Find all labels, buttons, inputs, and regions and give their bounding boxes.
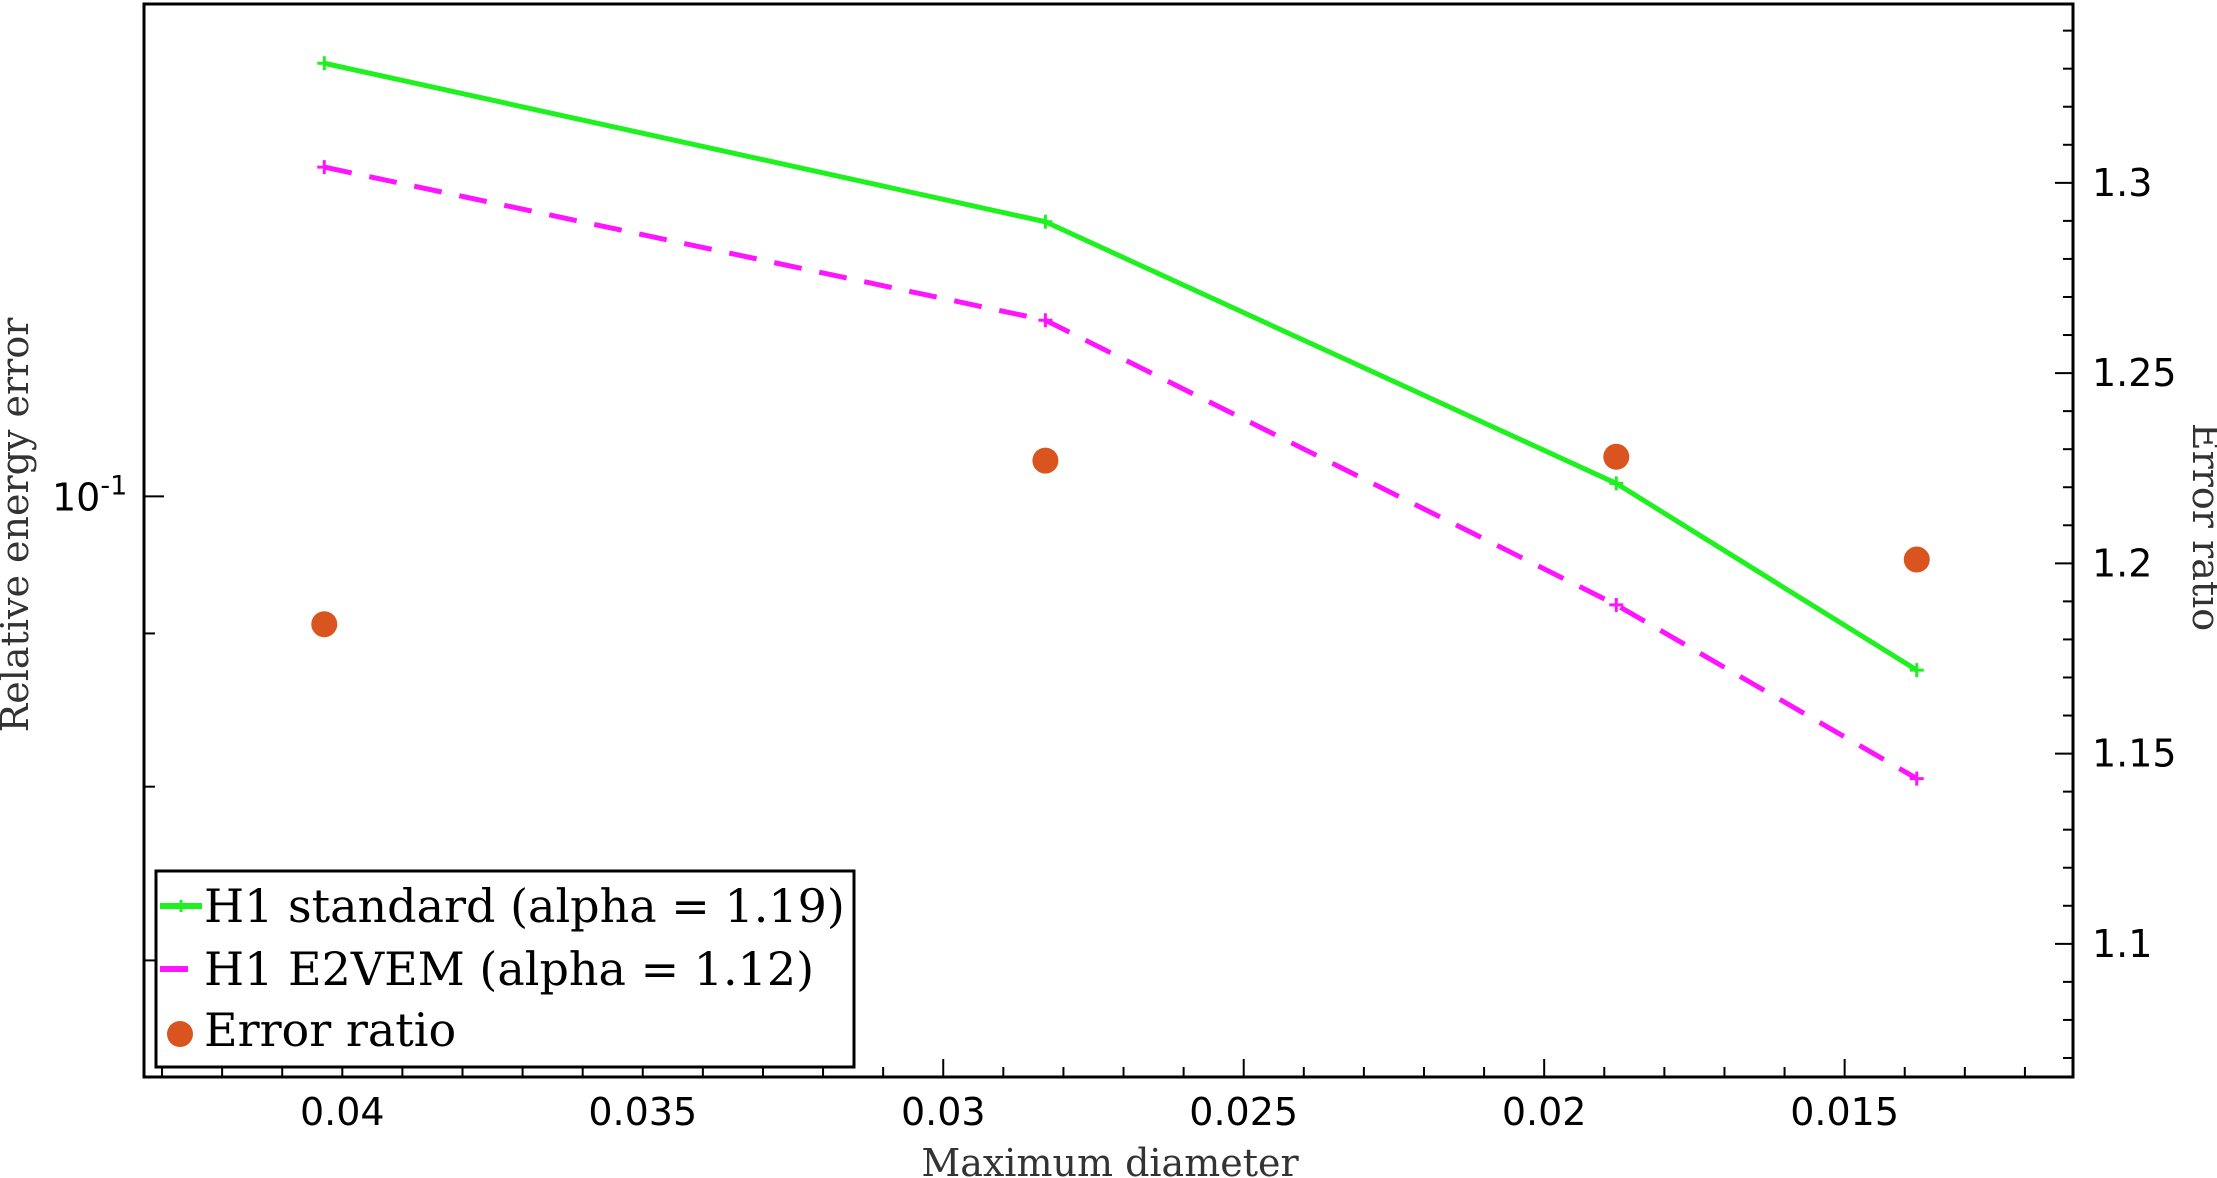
right-y-axis: 1.1 1.15 1.2 1.25 1.3 — [2055, 29, 2177, 1059]
series-layer — [311, 56, 1930, 786]
series-line-h1-standard-alpha-1-19 — [323, 60, 1919, 673]
x-axis: 0.04 0.035 0.03 0.025 0.02 0.015 — [161, 1059, 2026, 1134]
left-y-axis-title: Relative energy error — [0, 317, 37, 733]
data-point-error-ratio — [311, 611, 338, 638]
data-point-h1-e2vem-alpha-1-12 — [1909, 771, 1924, 786]
right-tick-label: 1.25 — [2092, 351, 2177, 395]
data-point-error-ratio — [1603, 443, 1630, 470]
legend-box — [154, 869, 856, 1069]
legend-label-h1-standard: H1 standard (alpha = 1.19) — [204, 879, 845, 933]
right-y-axis-title: Error ratio — [2184, 423, 2217, 631]
right-tick-label: 1.15 — [2092, 732, 2177, 776]
left-y-axis: 10-1 — [52, 470, 164, 962]
x-tick-label: 0.02 — [1502, 1090, 1587, 1134]
x-tick-label: 0.04 — [300, 1090, 385, 1134]
right-tick-label: 1.3 — [2092, 161, 2152, 205]
data-point-h1-e2vem-alpha-1-12 — [1038, 313, 1053, 328]
data-point-h1-standard-alpha-1-19 — [1038, 214, 1053, 229]
data-point-h1-e2vem-alpha-1-12 — [1609, 597, 1624, 612]
legend: H1 standard (alpha = 1.19) H1 E2VEM (alp… — [154, 869, 856, 1069]
data-point-error-ratio — [1032, 447, 1059, 474]
data-point-h1-standard-alpha-1-19 — [317, 56, 332, 71]
right-tick-label: 1.2 — [2092, 541, 2152, 585]
x-tick-label: 0.03 — [901, 1090, 986, 1134]
x-tick-label: 0.035 — [588, 1090, 697, 1134]
x-tick-label: 0.025 — [1189, 1090, 1298, 1134]
legend-label-error-ratio: Error ratio — [204, 1003, 456, 1057]
legend-marker-h1-standard — [175, 900, 187, 912]
axes-frame — [142, 2, 2075, 1079]
x-tick-label: 0.015 — [1790, 1090, 1899, 1134]
data-point-h1-e2vem-alpha-1-12 — [317, 160, 332, 175]
legend-marker-error-ratio — [167, 1021, 193, 1047]
left-tick-label: 10-1 — [52, 470, 127, 519]
legend-label-h1-e2vem: H1 E2VEM (alpha = 1.12) — [204, 942, 814, 996]
x-axis-title: Maximum diameter — [921, 1141, 1299, 1178]
series-line-h1-e2vem-alpha-1-12 — [323, 164, 1919, 781]
right-tick-label: 1.1 — [2092, 922, 2152, 966]
data-point-error-ratio — [1903, 546, 1930, 573]
plot-frame — [142, 2, 2075, 1079]
data-point-h1-standard-alpha-1-19 — [1609, 476, 1624, 491]
data-point-h1-standard-alpha-1-19 — [1909, 663, 1924, 678]
